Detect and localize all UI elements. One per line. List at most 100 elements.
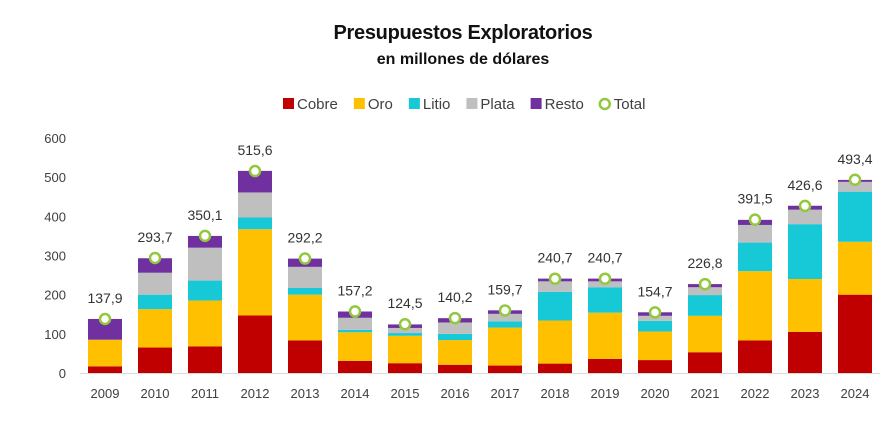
total-data-label: 124,5 xyxy=(387,295,422,311)
bar-segment-cobre xyxy=(838,295,872,373)
total-marker xyxy=(850,175,860,185)
y-tick-label: 600 xyxy=(44,131,66,146)
legend-label-total: Total xyxy=(614,96,646,113)
legend-label-litio: Litio xyxy=(423,96,451,113)
bar-segment-oro xyxy=(788,279,822,332)
bar-segment-oro xyxy=(438,340,472,365)
total-marker xyxy=(150,253,160,263)
bar-segment-cobre xyxy=(138,348,172,373)
bar-segment-litio xyxy=(288,288,322,295)
legend-label-resto: Resto xyxy=(545,96,584,113)
bar-segment-plata xyxy=(238,192,272,217)
legend-swatch-cobre xyxy=(283,98,294,109)
x-tick-label: 2013 xyxy=(291,386,320,401)
bar-segment-oro xyxy=(188,301,222,347)
bar-segment-litio xyxy=(388,333,422,336)
bar-segment-oro xyxy=(638,331,672,360)
bar-segment-litio xyxy=(138,295,172,309)
bar-segment-litio xyxy=(188,281,222,301)
legend-swatch-resto xyxy=(531,98,542,109)
bar-segment-litio xyxy=(338,330,372,332)
total-data-label: 240,7 xyxy=(537,250,572,266)
total-data-label: 226,8 xyxy=(687,255,722,271)
bar-segment-litio xyxy=(638,321,672,332)
legend-swatch-oro xyxy=(354,98,365,109)
bar-segment-cobre xyxy=(438,365,472,373)
total-marker xyxy=(700,279,710,289)
y-tick-label: 200 xyxy=(44,288,66,303)
bar-segment-plata xyxy=(288,267,322,288)
total-data-label: 391,5 xyxy=(737,191,772,207)
y-tick-label: 400 xyxy=(44,209,66,224)
bar-segment-plata xyxy=(338,318,372,330)
total-marker xyxy=(400,319,410,329)
legend-swatch-litio xyxy=(409,98,420,109)
bar-segment-cobre xyxy=(288,340,322,373)
bar-segment-oro xyxy=(538,321,572,364)
total-marker xyxy=(450,313,460,323)
bar-segment-cobre xyxy=(238,315,272,373)
bar-segment-oro xyxy=(388,336,422,363)
bar-segment-litio xyxy=(538,292,572,321)
bar-segment-cobre xyxy=(338,361,372,373)
bar-segment-oro xyxy=(138,309,172,347)
bar-segment-cobre xyxy=(188,346,222,373)
bar-segment-oro xyxy=(288,295,322,341)
bar-segment-cobre xyxy=(88,366,122,373)
bar-segment-litio xyxy=(688,295,722,316)
total-data-label: 292,2 xyxy=(287,230,322,246)
bar-segment-cobre xyxy=(388,363,422,373)
total-marker xyxy=(300,254,310,264)
y-tick-label: 100 xyxy=(44,327,66,342)
stacked-bar-chart: Cobre Oro Litio Plata Resto Total 01002003004… xyxy=(0,0,894,422)
bar-segment-plata xyxy=(738,225,772,243)
total-data-label: 159,7 xyxy=(487,281,522,297)
total-data-label: 493,4 xyxy=(837,151,872,167)
bar-segment-plata xyxy=(138,273,172,295)
legend-label-plata: Plata xyxy=(480,96,515,113)
total-data-label: 240,7 xyxy=(587,250,622,266)
total-data-label: 157,2 xyxy=(337,282,372,298)
bar-segment-cobre xyxy=(738,340,772,373)
bar-segment-oro xyxy=(738,271,772,340)
total-data-label: 350,1 xyxy=(187,207,222,223)
bar-segment-cobre xyxy=(488,366,522,373)
x-tick-label: 2016 xyxy=(441,386,470,401)
bar-segment-litio xyxy=(238,218,272,230)
bar-segment-litio xyxy=(838,192,872,242)
x-tick-label: 2022 xyxy=(741,386,770,401)
total-marker xyxy=(200,231,210,241)
bar-segment-oro xyxy=(688,316,722,352)
legend: Cobre Oro Litio Plata Resto Total xyxy=(283,96,645,113)
x-tick-label: 2011 xyxy=(191,386,219,401)
y-tick-label: 500 xyxy=(44,170,66,185)
bar-segment-cobre xyxy=(538,364,572,373)
bar-segment-cobre xyxy=(788,332,822,373)
total-data-label: 515,6 xyxy=(237,142,272,158)
total-marker xyxy=(500,305,510,315)
bar-segment-oro xyxy=(88,340,122,367)
bar-segment-oro xyxy=(588,313,622,359)
y-tick-label: 300 xyxy=(44,249,66,264)
bar-segment-cobre xyxy=(588,359,622,373)
x-tick-label: 2023 xyxy=(791,386,820,401)
bar-segment-cobre xyxy=(688,352,722,373)
total-marker xyxy=(600,274,610,284)
y-tick-label: 0 xyxy=(59,366,66,381)
total-data-label: 140,2 xyxy=(437,289,472,305)
x-tick-label: 2009 xyxy=(91,386,120,401)
bar-segment-oro xyxy=(488,328,522,366)
x-tick-label: 2024 xyxy=(841,386,870,401)
x-tick-label: 2015 xyxy=(391,386,420,401)
total-marker xyxy=(550,274,560,284)
total-marker xyxy=(100,314,110,324)
legend-swatch-plata xyxy=(466,98,477,109)
x-tick-label: 2018 xyxy=(541,386,570,401)
x-tick-label: 2021 xyxy=(691,386,720,401)
total-data-label: 154,7 xyxy=(637,283,672,299)
x-tick-label: 2020 xyxy=(641,386,670,401)
total-marker xyxy=(750,215,760,225)
x-tick-label: 2014 xyxy=(341,386,370,401)
x-tick-label: 2017 xyxy=(491,386,520,401)
bar-segment-oro xyxy=(338,332,372,361)
